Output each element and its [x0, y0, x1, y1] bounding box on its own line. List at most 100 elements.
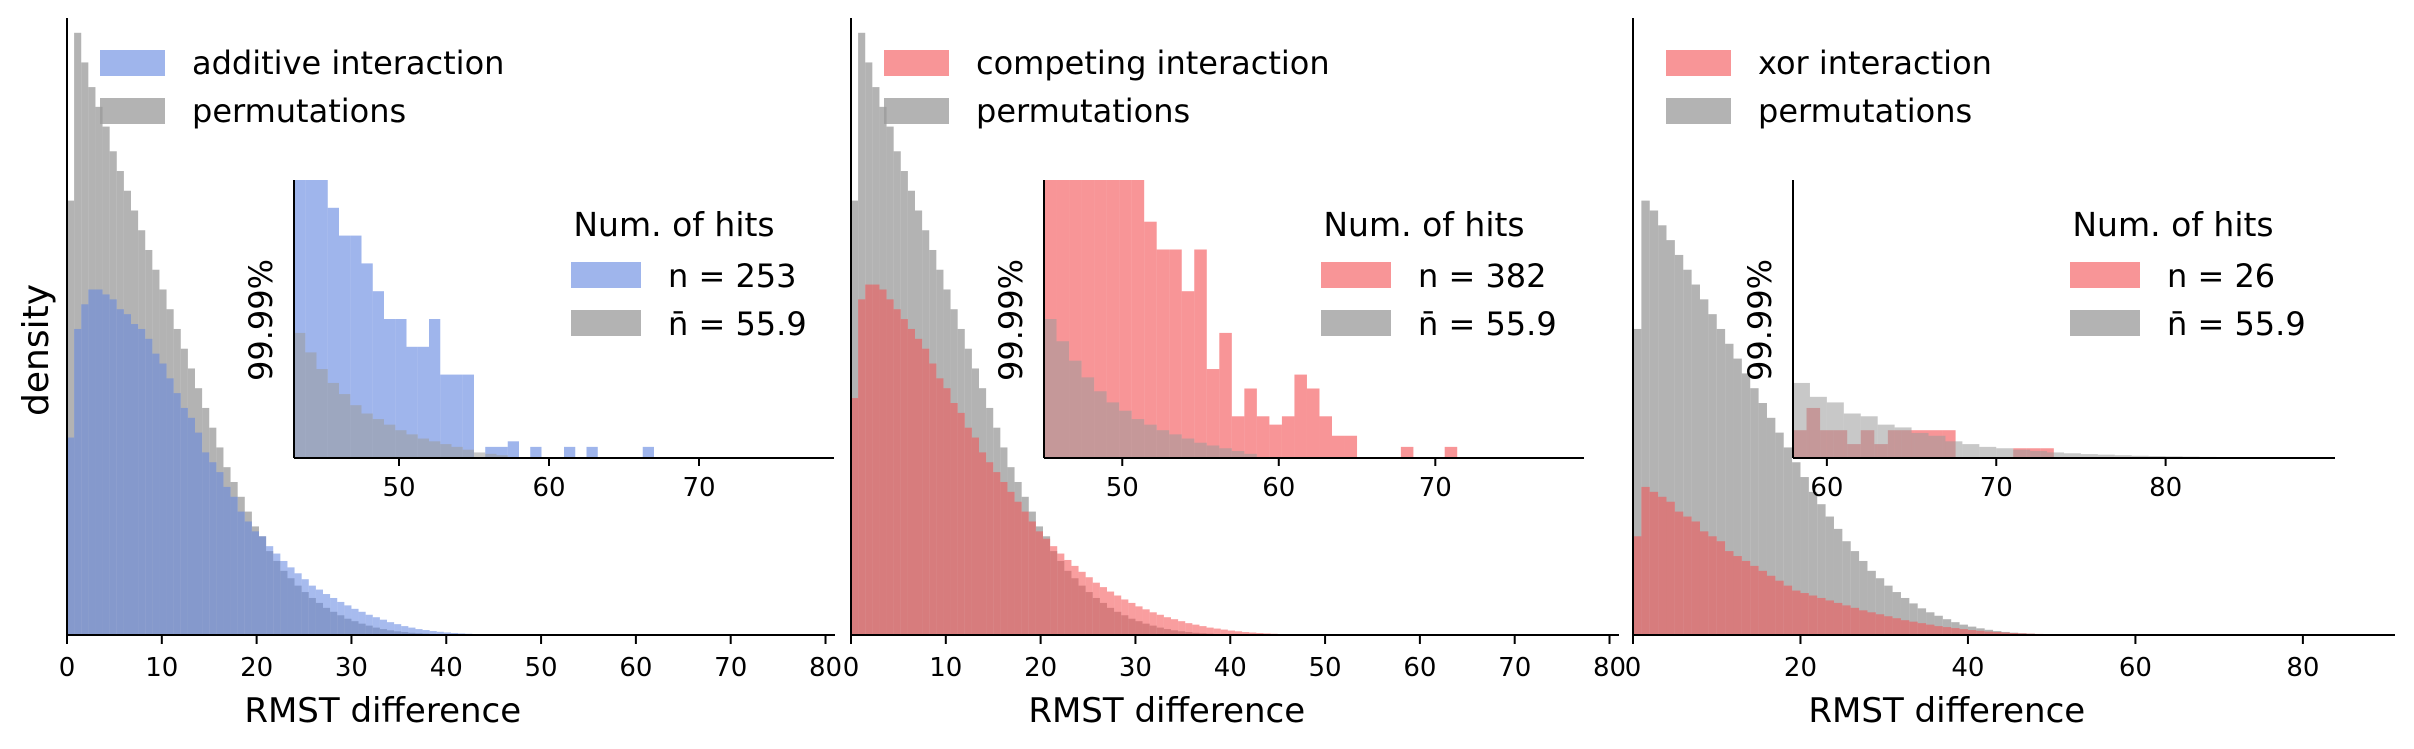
permutations-bar: [1716, 328, 1726, 635]
xor-bar: [1875, 614, 1885, 635]
inset-permutations-bar: [462, 449, 474, 458]
inset-x-tick-label: 70: [682, 473, 715, 503]
inset-legend-label: n̄ = 55.9: [2167, 305, 2306, 343]
additive-bar: [145, 338, 153, 635]
competing-bar: [1092, 582, 1100, 635]
xor-bar: [1750, 565, 1759, 635]
inset-permutations-bar: [294, 332, 306, 458]
inset-x-tick-label: 60: [532, 473, 565, 503]
xor-bar: [1691, 521, 1700, 635]
additive-bar: [379, 619, 387, 635]
legend-swatch: [100, 50, 165, 76]
xor-bar: [1716, 541, 1726, 635]
additive-bar: [358, 611, 366, 635]
xor-bar: [1934, 626, 1943, 635]
inset-x-tick-label: 50: [1106, 473, 1139, 503]
competing-bar: [1235, 631, 1243, 635]
competing-bar: [979, 452, 987, 635]
inset-permutations-bar: [1219, 448, 1232, 458]
competing-bar: [1199, 626, 1207, 635]
competing-bar: [943, 388, 951, 635]
competing-bar: [900, 319, 908, 635]
inset-competing-bar: [1319, 416, 1332, 458]
inset-permutations-bar: [2030, 451, 2048, 458]
inset-permutations-bar: [1877, 424, 1895, 458]
permutations-bar: [1666, 240, 1675, 635]
additive-bar: [223, 486, 231, 635]
inset-permutations-bar: [1911, 432, 1929, 458]
competing-bar: [1028, 521, 1036, 635]
inset-additive-bar: [316, 180, 328, 458]
permutations-bar: [1875, 578, 1885, 635]
inset-legend-swatch: [1321, 310, 1391, 336]
additive-bar: [166, 378, 174, 635]
xor-bar: [1725, 551, 1734, 635]
permutations-bar: [1859, 560, 1868, 635]
inset-permutations-bar: [1826, 402, 1844, 458]
inset-permutations-bar: [361, 413, 373, 458]
permutations-bar: [1900, 597, 1910, 635]
additive-bar: [401, 626, 409, 635]
inset-additive-bar: [361, 263, 373, 458]
competing-bar: [1220, 629, 1228, 635]
inset-additive-bar: [406, 346, 418, 458]
competing-bar: [1192, 624, 1200, 635]
x-tick-label: 0: [59, 653, 76, 683]
xor-bar: [1926, 624, 1935, 635]
inset-additive-bar: [530, 446, 542, 458]
figure-y-label: density: [16, 284, 57, 416]
x-tick-label: 60: [1403, 653, 1436, 683]
xor-bar: [1800, 593, 1809, 635]
permutations-bar: [1792, 462, 1801, 635]
additive-bar: [173, 393, 181, 635]
additive-bar: [81, 304, 89, 635]
additive-bar: [259, 536, 267, 635]
panel-additive: 0 10 20 30 40 50 60 70 80 RMST difference additive…: [59, 18, 842, 731]
inset-permutations-bar: [1169, 434, 1182, 458]
competing-bar: [1206, 627, 1214, 635]
legend: additive interaction permutations: [100, 44, 504, 130]
inset-additive-bar: [507, 441, 519, 458]
competing-bar: [1014, 501, 1022, 635]
x-tick-label: 80: [2286, 653, 2319, 683]
legend: competing interaction permutations: [884, 44, 1330, 130]
additive-bar: [244, 521, 252, 635]
xor-bar: [1850, 607, 1860, 635]
additive-bar: [131, 324, 139, 635]
inset-permutations-bar: [372, 419, 384, 458]
x-tick-label: 70: [1498, 653, 1531, 683]
xor-bar: [1917, 623, 1927, 635]
additive-bar: [138, 328, 146, 635]
inset-additive-bar: [294, 180, 306, 458]
inset-permutations-bar: [485, 453, 497, 458]
inset-permutations-bar: [2097, 454, 2115, 458]
competing-bar: [1057, 553, 1065, 635]
competing-bar: [872, 284, 880, 635]
xor-bar: [1976, 630, 1985, 635]
xor-bar: [1984, 631, 1994, 635]
inset-permutations-bar: [496, 455, 508, 458]
inset-additive-bar: [417, 346, 429, 458]
additive-bar: [315, 589, 323, 635]
inset-additive-bar: [395, 319, 407, 458]
competing-bar: [1043, 538, 1051, 635]
legend-swatch: [884, 50, 949, 76]
additive-bar: [387, 622, 395, 635]
competing-bar: [1007, 491, 1015, 635]
additive-bar: [408, 627, 416, 635]
inset-x-tick-label: 60: [1262, 473, 1295, 503]
inset-permutations-bar: [1945, 441, 1963, 458]
inset-competing-bar: [1444, 446, 1458, 458]
inset-xor: 60 70 80 99.99% Num. of hits n = 26 n̄ = 55.9: [1741, 180, 2335, 503]
competing-bar: [1227, 630, 1235, 635]
xor-bar: [1884, 616, 1893, 635]
additive-bar: [216, 472, 224, 635]
inset-legend-swatch: [571, 310, 641, 336]
inset-permutations-bar: [2013, 449, 2031, 458]
xor-bar: [1959, 629, 1968, 635]
xor-bar: [1649, 491, 1659, 635]
additive-bar: [365, 614, 373, 635]
inset-legend-label: n = 253: [668, 257, 797, 295]
x-tick-label: 80: [1593, 653, 1626, 683]
